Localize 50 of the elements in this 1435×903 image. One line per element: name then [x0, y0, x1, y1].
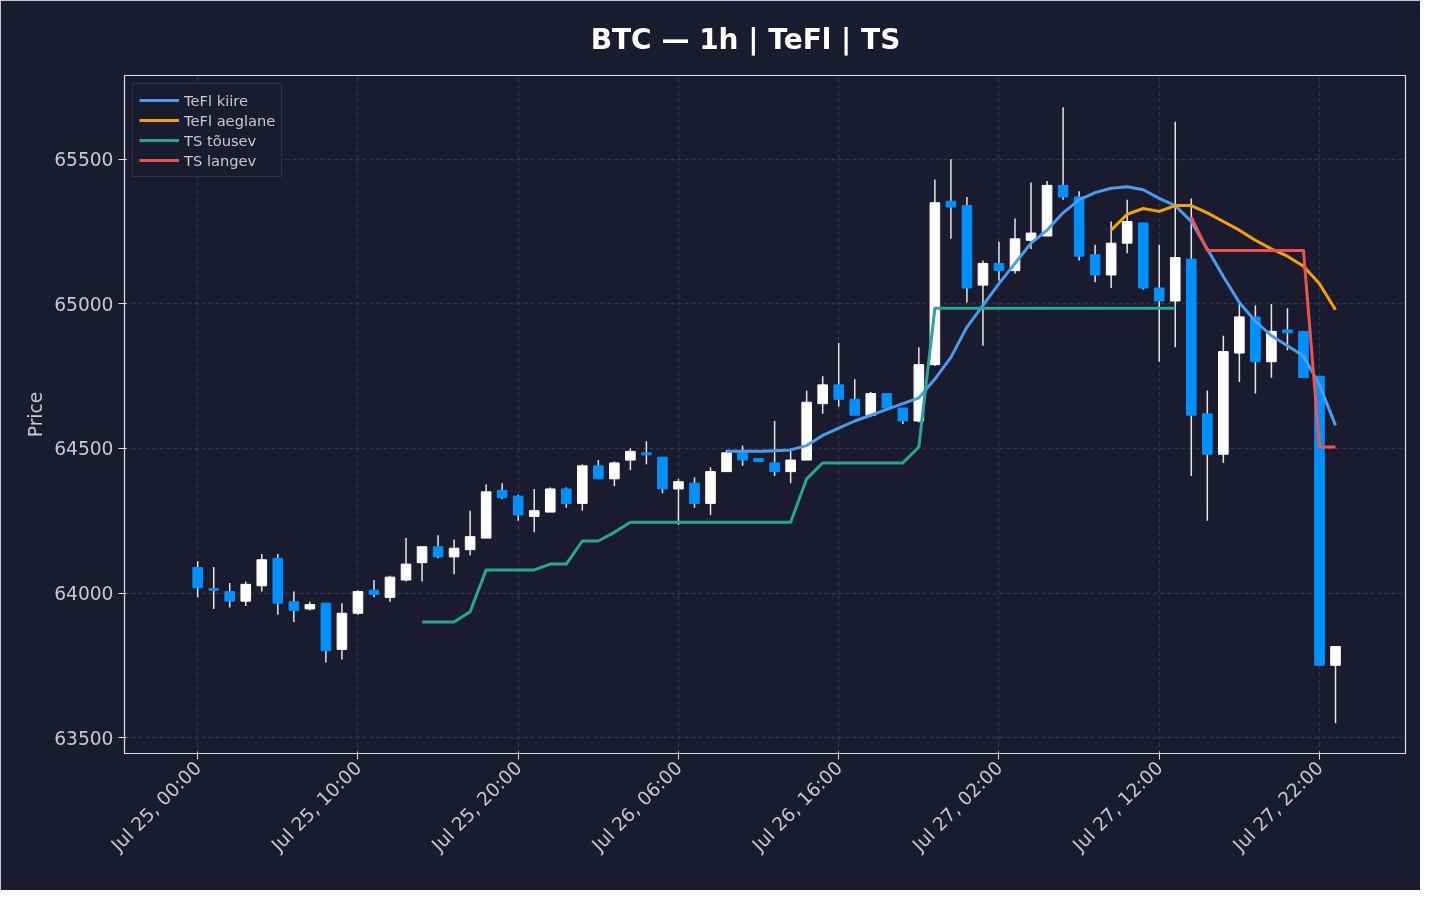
candlestick [625, 447, 636, 471]
candlestick [945, 158, 957, 240]
candlestick [464, 509, 476, 557]
candlestick [448, 538, 460, 575]
y-tick-label: 64500 [54, 438, 114, 460]
line-series [1109, 204, 1338, 312]
legend-label: TeFl kiire [184, 91, 248, 109]
legend-label: TS tõusev [184, 131, 257, 149]
candlestick [192, 560, 203, 599]
candlestick [609, 460, 620, 487]
candlestick [512, 493, 524, 522]
candlestick [1089, 243, 1101, 283]
candlestick [641, 440, 652, 466]
candlestick [817, 375, 828, 415]
candlestick [673, 478, 684, 526]
candlestick [1282, 307, 1293, 351]
candlestick [1121, 199, 1133, 255]
y-tick-label: 63500 [54, 727, 114, 749]
y-tick-label: 65000 [54, 293, 114, 315]
candlestick [528, 488, 540, 534]
candlestick [689, 476, 700, 509]
candlestick [544, 486, 556, 513]
candlestick [993, 241, 1005, 282]
legend-label: TeFl aeglane [184, 111, 276, 129]
y-axis-title: Price [25, 391, 47, 438]
candlestick [240, 580, 252, 607]
candlestick [352, 589, 364, 616]
y-tick-label: 65500 [54, 149, 114, 171]
candlestick [737, 444, 748, 467]
candlestick [593, 459, 604, 480]
candlestick [769, 420, 780, 477]
candlestick [208, 566, 220, 610]
candlestick [400, 537, 412, 583]
candlestick [1153, 243, 1165, 363]
candlestick [721, 449, 732, 473]
chart-title: BTC — 1h | TeFl | TS [590, 22, 901, 56]
y-tick-label: 64000 [54, 583, 114, 605]
candlestick [865, 391, 877, 418]
legend-label: TS langev [184, 151, 257, 169]
candlestick [288, 590, 300, 623]
candlestick [416, 546, 428, 583]
line-series [420, 306, 1177, 624]
candlestick [1025, 181, 1037, 250]
candlestick [849, 378, 861, 416]
candlestick [1057, 106, 1069, 201]
candlestick [384, 574, 396, 603]
candlestick [224, 582, 236, 609]
candlestick [1330, 645, 1341, 724]
candlestick [833, 342, 845, 408]
candlestick [977, 259, 989, 347]
